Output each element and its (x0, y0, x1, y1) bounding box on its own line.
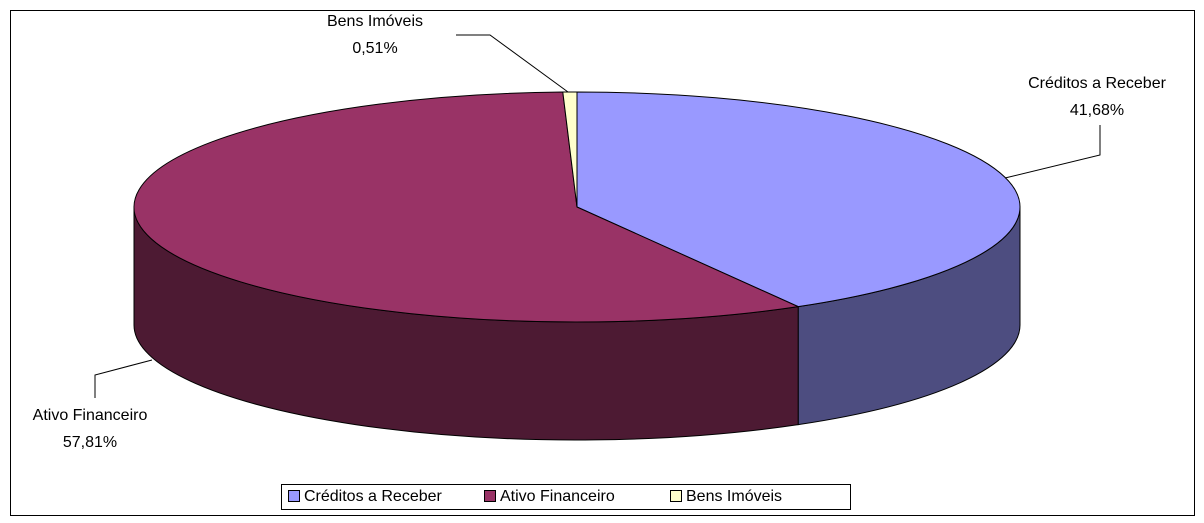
legend-swatch (484, 490, 496, 502)
data-label-name: Créditos a Receber (1028, 75, 1167, 92)
data-label-value: 57,81% (63, 434, 117, 451)
legend-swatch (670, 490, 682, 502)
pie-slice (576, 91, 1021, 308)
leader-line (94, 359, 153, 398)
leader-line (456, 34, 569, 93)
legend-label: Bens Imóveis (686, 488, 782, 505)
legend-label: Créditos a Receber (304, 488, 443, 505)
leader-line (1004, 125, 1101, 179)
data-label-value: 41,68% (1070, 102, 1124, 119)
legend-swatch (288, 490, 300, 502)
data-label-value: 0,51% (352, 40, 397, 57)
pie-slice (562, 91, 578, 208)
legend-box (281, 484, 851, 510)
data-label-name: Ativo Financeiro (33, 407, 148, 424)
data-label-name: Bens Imóveis (327, 13, 423, 30)
pie-slice (133, 91, 800, 323)
legend-label: Ativo Financeiro (500, 488, 615, 505)
